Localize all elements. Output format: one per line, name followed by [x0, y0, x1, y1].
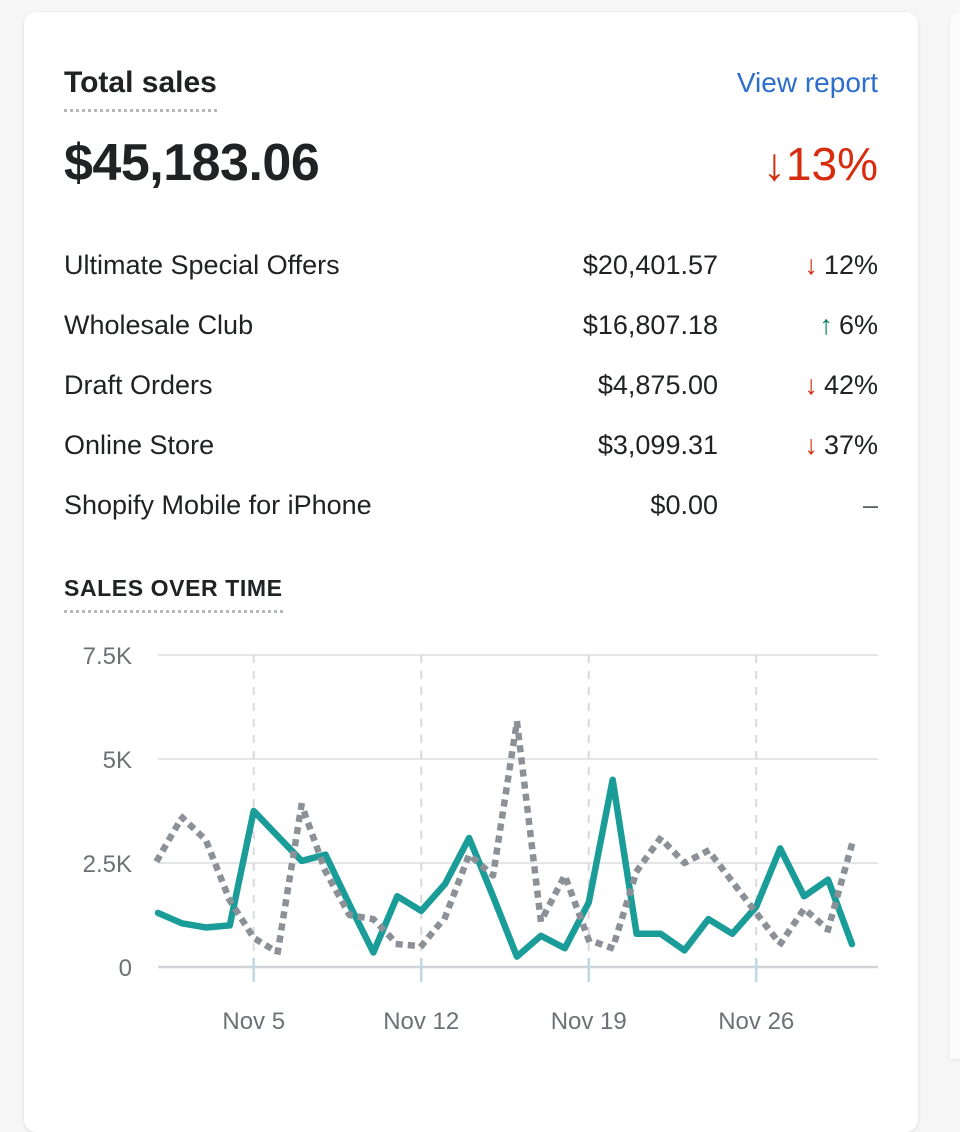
channel-name: Shopify Mobile for iPhone [64, 489, 372, 520]
total-sales-delta: ↓13% [763, 137, 878, 192]
channel-value: $16,807.18 [582, 309, 718, 340]
adjacent-card-edge [950, 12, 960, 1059]
channel-delta-pct: 37% [823, 429, 878, 460]
channel-value: $3,099.31 [597, 429, 718, 460]
channel-name: Wholesale Club [64, 309, 254, 340]
view-report-link[interactable]: View report [736, 67, 878, 98]
channel-name: Ultimate Special Offers [64, 249, 340, 280]
channel-breakdown-list: Ultimate Special Offers $20,401.57 ↓ 12% Who… [64, 235, 878, 535]
total-sales-delta-pct: 13% [785, 138, 878, 190]
total-sales-value: $45,183.06 [64, 134, 320, 192]
channel-value: $0.00 [650, 489, 718, 520]
channel-value: $4,875.00 [597, 369, 718, 400]
sales-chart-svg: 0 2.5K 5K 7.5K Nov 5 Nov 12 Nov 19 Nov 26 [83, 643, 878, 1035]
channel-row: Ultimate Special Offers $20,401.57 ↓ 12% [64, 235, 878, 295]
channel-delta-pct: 6% [838, 309, 878, 340]
down-arrow-icon: ↓ [804, 369, 818, 400]
sales-over-time-chart: 0 2.5K 5K 7.5K Nov 5 Nov 12 Nov 19 Nov 26 [64, 621, 878, 1060]
channel-row: Online Store $3,099.31 ↓ 37% [64, 415, 878, 475]
x-axis-label: Nov 5 [222, 1008, 285, 1035]
card-header: Total sales View report [64, 66, 878, 112]
y-axis-label: 2.5K [83, 851, 132, 878]
x-axis-label: Nov 19 [551, 1008, 627, 1035]
channel-row: Shopify Mobile for iPhone $0.00 – [64, 475, 878, 535]
section-title: SALES OVER TIME [64, 575, 283, 613]
channel-name: Draft Orders [64, 369, 213, 400]
channel-delta-pct: – [862, 489, 878, 520]
total-sales-card: Total sales View report $45,183.06 ↓13% … [24, 12, 918, 1132]
channel-value: $20,401.57 [582, 249, 718, 280]
previous-period-sales-line [153, 718, 856, 956]
channel-delta-pct: 42% [823, 369, 878, 400]
down-arrow-icon: ↓ [762, 138, 786, 190]
y-axis-label: 5K [103, 747, 132, 774]
channel-delta: – [718, 490, 878, 521]
down-arrow-icon: ↓ [804, 249, 818, 280]
x-axis-label: Nov 26 [718, 1008, 794, 1035]
channel-delta: ↓ 37% [718, 430, 878, 461]
channel-name: Online Store [64, 429, 215, 460]
metric-row: $45,183.06 ↓13% [64, 136, 878, 192]
channel-delta: ↓ 42% [718, 370, 878, 401]
x-axis-label: Nov 12 [383, 1008, 459, 1035]
sales-over-time-section: SALES OVER TIME [64, 535, 878, 613]
card-title: Total sales [64, 66, 217, 112]
channel-delta-pct: 12% [823, 249, 878, 280]
channel-delta: ↓ 12% [718, 250, 878, 281]
channel-delta: ↑ 6% [718, 310, 878, 341]
up-arrow-icon: ↑ [819, 309, 833, 340]
y-axis-label: 0 [119, 955, 132, 982]
channel-row: Draft Orders $4,875.00 ↓ 42% [64, 355, 878, 415]
y-axis-label: 7.5K [83, 643, 132, 670]
down-arrow-icon: ↓ [804, 429, 818, 460]
channel-row: Wholesale Club $16,807.18 ↑ 6% [64, 295, 878, 355]
current-period-sales-line [154, 776, 856, 960]
